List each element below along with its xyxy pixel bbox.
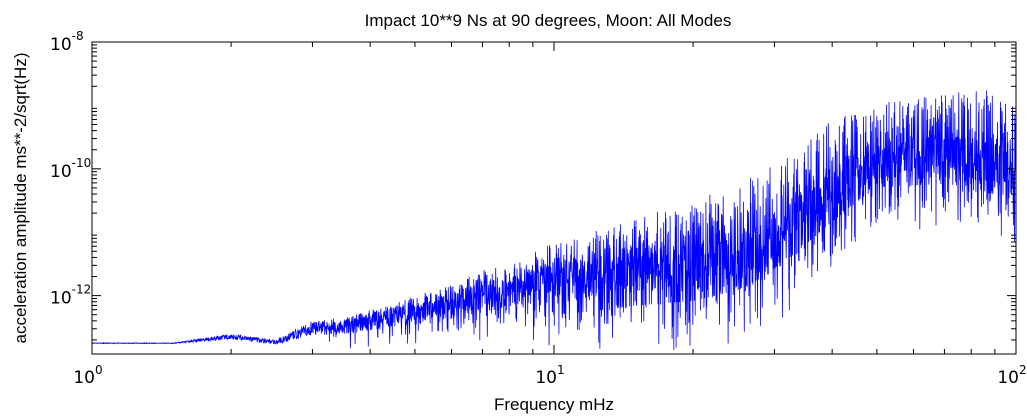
data-series-layer <box>91 90 1017 351</box>
y-tick-label: 10-12 <box>50 283 91 309</box>
y-tick-label: 10-10 <box>50 156 91 182</box>
y-axis-label: acceleration amplitude ms**-2/sqrt(Hz) <box>11 53 30 344</box>
x-tick-label: 102 <box>997 363 1026 388</box>
y-tick-label: 10-8 <box>50 29 84 55</box>
x-axis-label: Frequency mHz <box>494 395 614 414</box>
x-tick-label: 100 <box>73 363 102 388</box>
axis-ticks: 100 101 102 10-12 10-10 10-8 <box>50 29 1027 388</box>
chart-title: Impact 10**9 Ns at 90 degrees, Moon: All… <box>365 11 732 30</box>
data-series-line <box>91 90 1017 351</box>
x-tick-label: 101 <box>535 363 564 388</box>
